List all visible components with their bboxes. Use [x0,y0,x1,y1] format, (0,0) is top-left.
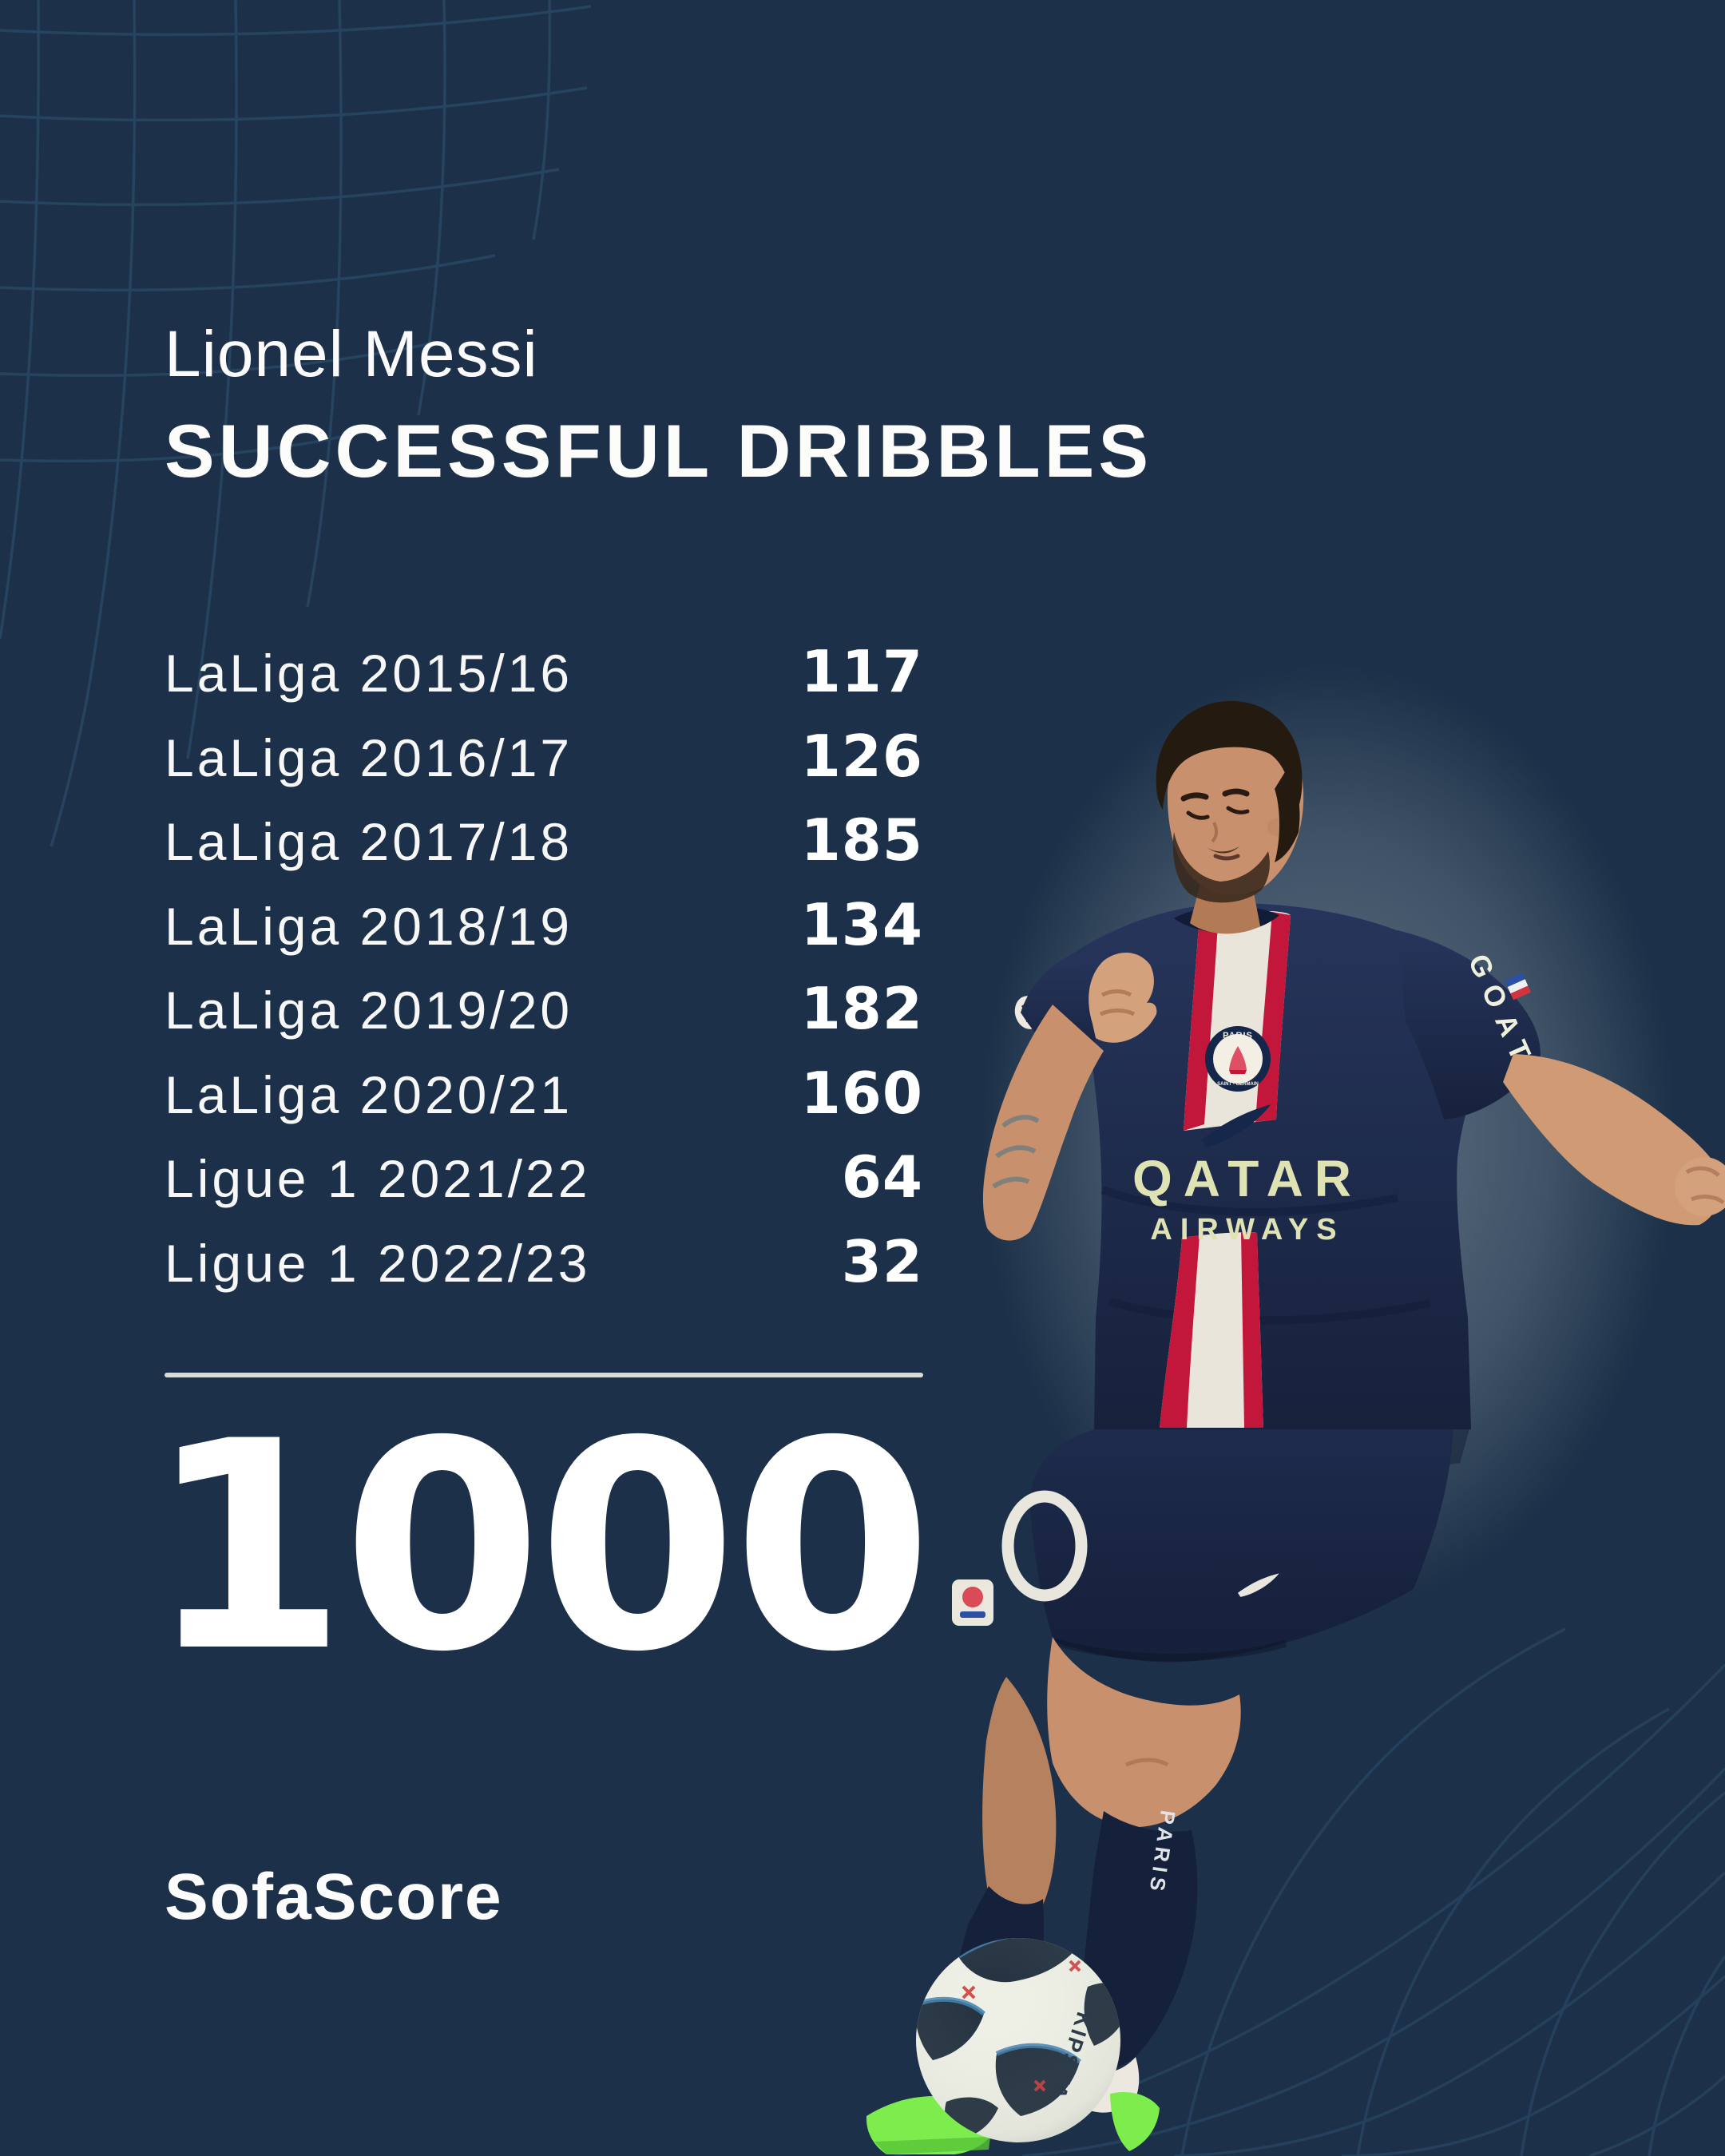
player-name: Lionel Messi [165,318,538,390]
stat-value: 32 [841,1227,923,1295]
stat-label: Ligue 1 2022/23 [165,1233,591,1293]
stat-row: LaLiga 2017/18 185 [165,807,923,891]
sofascore-logo: SofaScore [165,1861,503,1933]
stat-row: Ligue 1 2022/23 32 [165,1228,923,1313]
crest-subtitle: SAINT - GERMAIN [1217,1082,1259,1087]
stat-label: LaLiga 2018/19 [165,896,573,956]
shorts [952,1429,1453,1663]
stat-label: LaLiga 2019/20 [165,981,573,1040]
jersey-sponsor-line2: AIRWAYS [1150,1213,1344,1246]
tattoo-marks [992,1115,1040,1189]
psg-crest: PARIS SAINT - GERMAIN [1205,1026,1271,1092]
stat-row: Ligue 1 2021/22 64 [165,1143,923,1228]
stat-label: LaLiga 2015/16 [165,644,573,703]
stat-label: Ligue 1 2021/22 [165,1149,591,1208]
stat-value: 126 [800,722,923,790]
shorts-badge [952,1579,993,1626]
divider-line [165,1373,923,1377]
stat-label: LaLiga 2017/18 [165,812,573,871]
page-title: SUCCESSFUL DRIBBLES [165,409,1153,493]
stat-value: 134 [800,890,923,958]
wireframe-top-left [0,0,592,847]
stat-row: LaLiga 2016/17 126 [165,723,923,807]
stat-row: LaLiga 2018/19 134 [165,891,923,976]
stat-value: 160 [800,1059,923,1127]
crest-title: PARIS [1223,1031,1253,1040]
head [1156,700,1304,934]
stat-value: 64 [841,1143,923,1211]
stat-label: LaLiga 2020/21 [165,1064,573,1124]
raised-arm [982,952,1157,1241]
stat-value: 185 [800,807,923,874]
total-dribbles: 1000 [147,1380,933,1714]
stat-row: LaLiga 2020/21 160 [165,1060,923,1144]
shorts-number-zero [1001,1490,1088,1602]
stat-row: LaLiga 2019/20 182 [165,975,923,1060]
jersey-sponsor-line1: QATAR [1132,1150,1362,1207]
stat-value: 117 [800,638,923,705]
messi-photo: PARIS SAINT - GERMAIN QATAR AIRWAYS GOAT [866,700,1725,2154]
stat-row: LaLiga 2015/16 117 [165,638,923,723]
shorts-swoosh-icon [1237,1573,1279,1597]
stats-list: LaLiga 2015/16 117 LaLiga 2016/17 126 La… [165,638,923,1312]
nike-swoosh-icon [1201,1104,1271,1147]
stat-value: 182 [800,975,923,1042]
stat-label: LaLiga 2016/17 [165,727,573,787]
france-flag-icon [1505,973,1531,1001]
